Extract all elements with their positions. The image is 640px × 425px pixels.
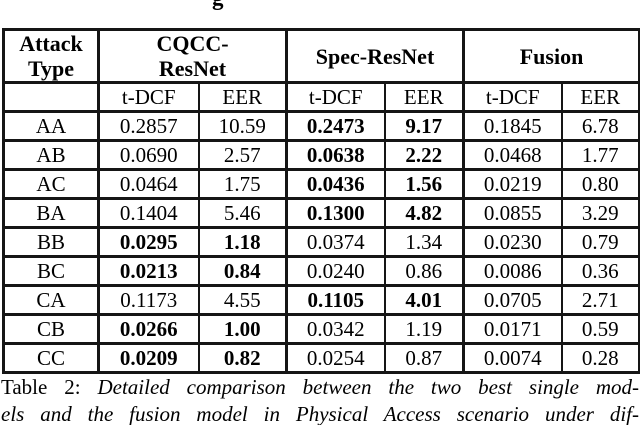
- caption-line-2: els and the fusion model in Physical Acc…: [1, 402, 639, 425]
- value-cell: 5.46: [197, 197, 288, 229]
- table-row: CA 0.1173 4.55 0.1105 4.01 0.0705 2.71: [2, 284, 640, 316]
- value-cell: 0.1845: [462, 110, 563, 142]
- metric-header-eer-spec: EER: [383, 81, 465, 113]
- value-cell: 1.00: [197, 313, 288, 345]
- attack-type-cell: CA: [2, 284, 100, 316]
- value-cell: 0.82: [197, 342, 288, 374]
- table-header: Attack Type CQCC- ResNet Spec-ResNet Fus…: [2, 28, 640, 113]
- value-cell: 2.57: [197, 139, 288, 171]
- attack-type-cell: BC: [2, 255, 100, 287]
- value-cell: 0.0086: [462, 255, 563, 287]
- value-cell: 0.59: [560, 313, 640, 345]
- value-cell: 1.18: [197, 226, 288, 258]
- value-cell: 2.71: [560, 284, 640, 316]
- value-cell: 0.1105: [285, 284, 386, 316]
- value-cell: 0.0638: [285, 139, 386, 171]
- value-cell: 0.0219: [462, 168, 563, 200]
- value-cell: 3.29: [560, 197, 640, 229]
- value-cell: 0.2857: [97, 110, 200, 142]
- metric-header-tdcf-spec: t-DCF: [285, 81, 386, 113]
- metric-header-empty: [2, 81, 100, 113]
- metric-header-tdcf-cqcc: t-DCF: [97, 81, 200, 113]
- caption-text-line1: Detailed comparison between the two best…: [97, 375, 640, 399]
- table-caption: Table 2: Detailed comparison between the…: [1, 374, 639, 425]
- value-cell: 0.0468: [462, 139, 563, 171]
- value-cell: 0.0295: [97, 226, 200, 258]
- table-row: CB 0.0266 1.00 0.0342 1.19 0.0171 0.59: [2, 313, 640, 345]
- value-cell: 1.77: [560, 139, 640, 171]
- attack-type-cell: CB: [2, 313, 100, 345]
- value-cell: 0.0705: [462, 284, 563, 316]
- value-cell: 4.01: [383, 284, 465, 316]
- value-cell: 4.82: [383, 197, 465, 229]
- value-cell: 1.19: [383, 313, 465, 345]
- table-row: BA 0.1404 5.46 0.1300 4.82 0.0855 3.29: [2, 197, 640, 229]
- metric-header-eer-cqcc: EER: [197, 81, 288, 113]
- column-header-attack-type: Attack Type: [2, 28, 100, 84]
- value-cell: 0.1300: [285, 197, 386, 229]
- value-cell: 10.59: [197, 110, 288, 142]
- table-row: AA 0.2857 10.59 0.2473 9.17 0.1845 6.78: [2, 110, 640, 142]
- attack-type-cell: AA: [2, 110, 100, 142]
- value-cell: 0.0230: [462, 226, 563, 258]
- value-cell: 0.0240: [285, 255, 386, 287]
- value-cell: 4.55: [197, 284, 288, 316]
- value-cell: 0.0266: [97, 313, 200, 345]
- value-cell: 0.80: [560, 168, 640, 200]
- value-cell: 1.34: [383, 226, 465, 258]
- table-row: CC 0.0209 0.82 0.0254 0.87 0.0074 0.28: [2, 342, 640, 374]
- column-header-spec-resnet: Spec-ResNet: [285, 28, 465, 84]
- value-cell: 0.28: [560, 342, 640, 374]
- table-row: AB 0.0690 2.57 0.0638 2.22 0.0468 1.77: [2, 139, 640, 171]
- value-cell: 0.2473: [285, 110, 386, 142]
- attack-type-cell: BA: [2, 197, 100, 229]
- value-cell: 6.78: [560, 110, 640, 142]
- value-cell: 0.0171: [462, 313, 563, 345]
- value-cell: 1.75: [197, 168, 288, 200]
- value-cell: 0.1404: [97, 197, 200, 229]
- attack-type-cell: AB: [2, 139, 100, 171]
- cqcc-line1: CQCC-: [156, 31, 229, 57]
- column-header-fusion: Fusion: [462, 28, 640, 84]
- cqcc-line2: ResNet: [158, 56, 227, 81]
- value-cell: 0.0855: [462, 197, 563, 229]
- value-cell: 0.36: [560, 255, 640, 287]
- attack-type-line2: Type: [27, 56, 75, 81]
- metric-header-tdcf-fusion: t-DCF: [462, 81, 563, 113]
- column-header-cqcc-resnet: CQCC- ResNet: [96, 28, 288, 84]
- value-cell: 0.79: [560, 226, 640, 258]
- value-cell: 0.0342: [285, 313, 386, 345]
- caption-line-1: Table 2: Detailed comparison between the…: [1, 374, 639, 401]
- value-cell: 0.0254: [285, 342, 386, 374]
- value-cell: 0.0074: [462, 342, 563, 374]
- caption-label: Table 2:: [1, 375, 81, 399]
- value-cell: 0.0213: [97, 255, 200, 287]
- value-cell: 0.0436: [285, 168, 386, 200]
- clipped-text-above: g: [212, 0, 224, 9]
- value-cell: 9.17: [383, 110, 465, 142]
- value-cell: 0.1173: [97, 284, 200, 316]
- value-cell: 0.86: [383, 255, 465, 287]
- attack-type-cell: BB: [2, 226, 100, 258]
- table-body: AA 0.2857 10.59 0.2473 9.17 0.1845 6.78 AB 0.069…: [2, 110, 640, 374]
- attack-type-cell: AC: [2, 168, 100, 200]
- table-row: BC 0.0213 0.84 0.0240 0.86 0.0086 0.36: [2, 255, 640, 287]
- value-cell: 2.22: [383, 139, 465, 171]
- value-cell: 0.0209: [97, 342, 200, 374]
- table-row: AC 0.0464 1.75 0.0436 1.56 0.0219 0.80: [2, 168, 640, 200]
- value-cell: 1.56: [383, 168, 465, 200]
- metric-header-eer-fusion: EER: [560, 81, 640, 113]
- results-table: Attack Type CQCC- ResNet Spec-ResNet Fus…: [2, 28, 640, 374]
- table-row: BB 0.0295 1.18 0.0374 1.34 0.0230 0.79: [2, 226, 640, 258]
- value-cell: 0.0464: [97, 168, 200, 200]
- value-cell: 0.0690: [97, 139, 200, 171]
- value-cell: 0.87: [383, 342, 465, 374]
- attack-type-line1: Attack: [19, 31, 83, 57]
- value-cell: 0.84: [197, 255, 288, 287]
- value-cell: 0.0374: [285, 226, 386, 258]
- attack-type-cell: CC: [2, 342, 100, 374]
